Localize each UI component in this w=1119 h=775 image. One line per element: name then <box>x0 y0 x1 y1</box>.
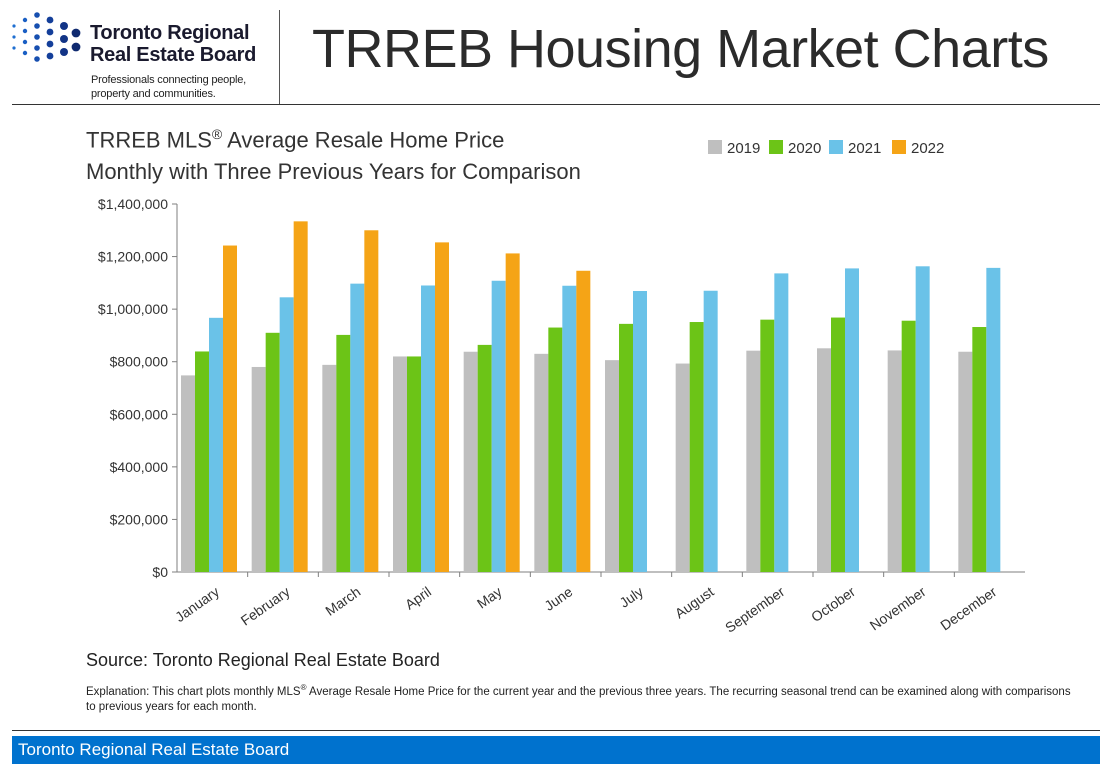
chart-title-line-1: TRREB MLS® Average Resale Home Price <box>86 126 504 153</box>
explanation-registered-mark: ® <box>300 683 307 692</box>
bar-2021-november <box>915 266 930 572</box>
y-tick-label: $0 <box>152 564 168 580</box>
x-tick-label: June <box>541 583 575 614</box>
bar-2020-february <box>265 332 280 572</box>
chart-title-suffix: Average Resale Home Price <box>222 127 505 153</box>
bar-2021-october <box>845 268 859 572</box>
explanation-text-end: Average Resale Home Price for the curren… <box>86 685 1071 713</box>
legend-swatch-2021 <box>829 140 843 154</box>
bar-2021-august <box>703 290 718 572</box>
bar-2020-october <box>831 317 845 572</box>
bar-2021-december <box>986 267 1001 572</box>
logo-tagline-line-2: property and communities. <box>91 88 216 100</box>
header: Toronto Regional Real Estate Board Profe… <box>0 0 1119 110</box>
trreb-logo-icon <box>12 12 81 62</box>
y-tick-label: $200,000 <box>110 511 169 527</box>
y-tick-label: $800,000 <box>110 354 169 370</box>
bar-2019-september <box>746 350 761 572</box>
bar-2020-december <box>972 327 987 572</box>
bar-2020-november <box>901 320 916 572</box>
x-tick-label: January <box>172 583 222 625</box>
bar-2019-october <box>817 348 831 572</box>
bar-2022-may <box>505 253 520 572</box>
footer-bar: Toronto Regional Real Estate Board <box>12 736 1100 764</box>
bar-2020-september <box>760 319 775 572</box>
bar-2019-june <box>534 353 549 572</box>
header-divider <box>279 10 280 105</box>
bar-2021-january <box>209 317 223 572</box>
x-tick-label: October <box>808 583 858 625</box>
y-tick-label: $400,000 <box>110 459 169 475</box>
bar-2020-january <box>195 351 209 572</box>
bar-chart: $0 $200,000 $400,000 $600,000 $800,000 $1,000… <box>98 140 1025 636</box>
source-note: Source: Toronto Regional Real Estate Boa… <box>86 650 440 670</box>
y-tick-label: $1,400,000 <box>98 196 168 212</box>
bar-2019-april <box>393 356 407 572</box>
bar-2019-march <box>322 364 337 572</box>
x-tick-label: May <box>474 583 505 611</box>
bar-2021-february <box>279 297 294 572</box>
x-tick-label: December <box>937 583 999 633</box>
legend-label-2019: 2019 <box>727 140 760 157</box>
bar-2021-may <box>491 280 506 572</box>
x-tick-label: April <box>402 583 434 612</box>
y-tick-label: $600,000 <box>110 406 169 422</box>
legend-label-2020: 2020 <box>788 140 821 157</box>
legend-label-2022: 2022 <box>911 140 944 157</box>
chart-title-prefix: TRREB MLS <box>86 127 212 153</box>
x-tick-label: July <box>616 583 646 610</box>
y-tick-label: $1,200,000 <box>98 249 168 265</box>
legend-label-2021: 2021 <box>848 140 881 157</box>
logo-tagline-line-1: Professionals connecting people, <box>91 74 247 86</box>
bar-2021-march <box>350 283 365 572</box>
legend-swatch-2019 <box>708 140 722 154</box>
logo-name-line-2: Real Estate Board <box>90 44 257 66</box>
bar-2019-august <box>675 363 690 572</box>
bar-2022-february <box>293 221 308 572</box>
bar-2022-march <box>364 230 379 573</box>
logo-name-line-1: Toronto Regional <box>90 22 250 44</box>
bar-2020-april <box>407 356 421 572</box>
bar-2021-june <box>562 285 577 572</box>
x-tick-label: February <box>238 583 293 628</box>
bar-2019-december <box>958 351 973 572</box>
x-tick-label: August <box>672 583 717 621</box>
y-tick-label: $1,000,000 <box>98 301 168 317</box>
x-tick-label: November <box>867 583 929 633</box>
header-rule <box>12 104 1100 105</box>
bar-2020-march <box>336 334 351 572</box>
bar-2022-june <box>576 270 591 572</box>
bar-2020-july <box>619 323 633 572</box>
footer-rule <box>12 730 1100 731</box>
registered-mark: ® <box>211 126 223 142</box>
bar-2021-april <box>421 285 435 572</box>
bar-2020-may <box>477 344 492 572</box>
bar-2019-february <box>251 366 266 572</box>
footer-text: Toronto Regional Real Estate Board <box>18 740 290 759</box>
chart-title-line-2: Monthly with Three Previous Years for Co… <box>86 159 581 184</box>
bar-2022-january <box>223 245 237 572</box>
legend-swatch-2022 <box>892 140 906 154</box>
page-title: TRREB Housing Market Charts <box>312 19 1049 79</box>
x-tick-label: September <box>722 583 788 636</box>
x-tick-label: March <box>322 583 363 618</box>
bar-2021-september <box>774 273 789 572</box>
bar-2019-january <box>181 375 195 572</box>
explanation-note: Explanation: This chart plots monthly ML… <box>86 680 1076 715</box>
bar-2019-november <box>887 350 902 572</box>
bar-2020-june <box>548 327 563 572</box>
bar-2020-august <box>689 322 704 572</box>
bar-2021-july <box>633 291 647 572</box>
bar-2019-july <box>605 360 619 572</box>
explanation-text-start: Explanation: This chart plots monthly ML… <box>86 685 301 698</box>
bar-2022-april <box>435 242 449 572</box>
legend-swatch-2020 <box>769 140 783 154</box>
bar-2019-may <box>463 351 478 572</box>
